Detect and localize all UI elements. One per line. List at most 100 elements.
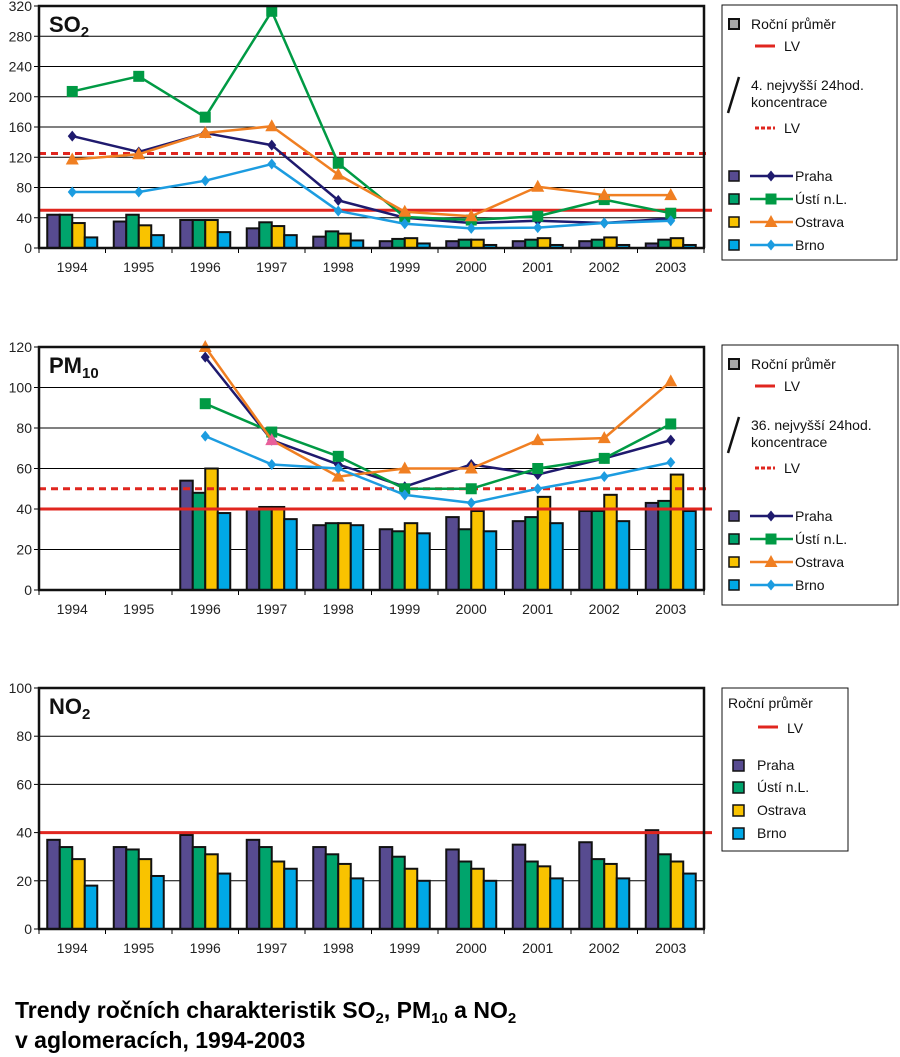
legend-entry: Ostrava xyxy=(795,214,844,230)
data-point-Ústí n.L. xyxy=(133,70,145,82)
y-tick-label: 80 xyxy=(16,180,32,196)
y-tick-label: 40 xyxy=(16,825,32,841)
title-subscript: 10 xyxy=(431,1010,448,1027)
bar-Brno xyxy=(416,532,431,591)
x-tick-label: 2001 xyxy=(522,940,553,956)
bar-Brno xyxy=(283,234,298,250)
legend-entry: Ústí n.L. xyxy=(757,779,809,795)
bar-Ústí n.L. xyxy=(391,530,406,592)
y-tick-label: 240 xyxy=(9,59,33,75)
x-tick-label: 1996 xyxy=(190,601,221,617)
data-point-Ústí n.L. xyxy=(465,483,477,495)
legend-entry: Brno xyxy=(795,237,825,253)
x-tick-label: 1999 xyxy=(389,940,420,956)
legend-swatch xyxy=(728,579,740,591)
bar-Ostrava xyxy=(204,467,219,591)
legend-marker xyxy=(766,170,776,182)
data-point-Ústí n.L. xyxy=(399,211,411,223)
data-point-Ústí n.L. xyxy=(532,463,544,474)
data-point-Brno xyxy=(200,175,210,187)
bar-Ústí n.L. xyxy=(125,848,140,930)
y-tick-label: 0 xyxy=(24,582,32,598)
x-tick-label: 1995 xyxy=(123,259,154,275)
bar-Praha xyxy=(245,227,261,249)
legend-box xyxy=(721,4,898,261)
legend-entry: Praha xyxy=(795,508,833,524)
bar-Ústí n.L. xyxy=(324,522,340,591)
bar-Praha xyxy=(578,841,593,930)
chart-no2: 0 20 40 60 80 100 1994 1995 1996 1997 1998 1999 2000… xyxy=(9,680,849,956)
bar-Brno xyxy=(83,236,99,250)
bar-Brno xyxy=(682,510,697,591)
x-tick-label: 1998 xyxy=(323,601,354,617)
legend-marker xyxy=(766,239,776,251)
bar-Ostrava xyxy=(470,867,485,930)
legend-marker xyxy=(765,533,777,545)
legend-marker xyxy=(766,510,776,522)
bar-Ostrava xyxy=(71,222,86,249)
data-point-Brno xyxy=(599,471,609,483)
bar-Ústí n.L. xyxy=(391,855,406,931)
data-point-Ostrava xyxy=(597,431,611,444)
x-tick-label: 1994 xyxy=(57,259,88,275)
bar-Praha xyxy=(445,516,460,591)
legend-entry: Brno xyxy=(757,825,787,841)
annual-mean-swatch xyxy=(728,358,740,370)
legend-entry: Praha xyxy=(757,757,795,773)
bar-Praha xyxy=(578,510,593,591)
legend-peak-label-2: koncentrace xyxy=(751,94,827,110)
chart-title-main: PM xyxy=(49,353,82,378)
bar-Ostrava xyxy=(204,853,219,930)
bar-Ústí n.L. xyxy=(58,846,74,930)
bar-Brno xyxy=(150,234,165,250)
legend-no2: Roční průměr LV Praha Ústí n.L. Ostrava Brno xyxy=(721,687,849,852)
bar-Ústí n.L. xyxy=(524,860,539,931)
legend-annual-label: Roční průměr xyxy=(751,356,836,372)
bar-Praha xyxy=(112,846,128,930)
bar-Praha xyxy=(179,834,194,931)
x-tick-label: 1994 xyxy=(57,940,88,956)
bar-Ostrava xyxy=(669,473,685,592)
x-tick-label: 1997 xyxy=(256,940,287,956)
annual-mean-swatch xyxy=(728,18,740,30)
bar-Praha xyxy=(112,220,128,249)
y-tick-label: 160 xyxy=(9,119,33,135)
data-point-Brno xyxy=(134,186,144,198)
bar-Ostrava xyxy=(270,860,286,931)
y-tick-label: 40 xyxy=(16,210,32,226)
bar-Ústí n.L. xyxy=(258,505,273,592)
data-point-Ostrava xyxy=(464,209,478,222)
peak-concentration-swatch xyxy=(726,76,741,114)
title-subscript: 2 xyxy=(375,1010,384,1027)
data-point-Ostrava xyxy=(664,374,678,387)
bar-Brno xyxy=(216,872,232,931)
y-tick-label: 100 xyxy=(9,380,33,396)
bar-Brno xyxy=(83,884,99,930)
bar-Ústí n.L. xyxy=(590,858,606,930)
data-point-Brno xyxy=(466,222,476,234)
bar-Brno xyxy=(349,877,365,931)
data-point-Ostrava xyxy=(331,469,345,482)
y-tick-label: 20 xyxy=(16,542,32,558)
legend-so2: Roční průměr LV 4. nejvyšší 24hod.koncentr… xyxy=(721,4,898,261)
chart-so2: 0 40 80 120 160 200 240 280 320 1994 1995 1996 1997 1… xyxy=(9,0,898,275)
y-tick-label: 20 xyxy=(16,873,32,889)
legend-swatch xyxy=(732,781,745,794)
bar-Brno xyxy=(682,872,697,931)
bar-Ostrava xyxy=(337,232,352,250)
legend-peak-label: 4. nejvyšší 24hod. xyxy=(751,77,864,93)
y-tick-label: 320 xyxy=(9,0,33,14)
bar-Ostrava xyxy=(270,225,286,250)
bar-Ostrava xyxy=(71,858,86,930)
chart-title-main: SO xyxy=(49,12,81,37)
x-tick-label: 2002 xyxy=(589,259,620,275)
legend-entry: Ostrava xyxy=(757,802,806,818)
data-point-Brno xyxy=(267,458,277,470)
bar-Praha xyxy=(179,219,194,250)
data-point-Praha xyxy=(666,434,676,446)
data-point-Ostrava xyxy=(265,119,279,132)
bar-Praha xyxy=(312,235,327,249)
bar-Brno xyxy=(150,874,165,930)
x-tick-label: 2000 xyxy=(456,259,487,275)
legend-entry: Ústí n.L. xyxy=(795,191,847,207)
